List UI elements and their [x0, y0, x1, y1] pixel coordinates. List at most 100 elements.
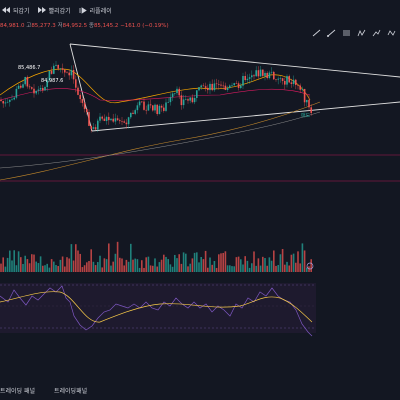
candle-body [187, 99, 189, 101]
candle-body [270, 71, 273, 73]
candle-body [42, 88, 44, 91]
trading-panel-tab-1[interactable]: 트레이딩 패널 [0, 386, 35, 395]
high-label: 고 [26, 23, 32, 29]
fib-icon[interactable] [372, 29, 381, 37]
candle-body [262, 69, 264, 76]
volume-bar [185, 253, 187, 272]
candle-body [143, 101, 145, 110]
candle-body [292, 79, 295, 84]
candle-body [235, 83, 238, 84]
volume-bar [132, 259, 134, 272]
candle-body [248, 77, 251, 79]
candle-body [244, 75, 246, 81]
volume-bar [31, 254, 33, 272]
candle-body [35, 90, 37, 94]
trading-panel-tab-2-label: 트레이딩패널 [54, 388, 88, 395]
candle-body [220, 84, 222, 86]
trendline-icon[interactable] [312, 29, 321, 37]
candle-body [127, 117, 130, 125]
volume-bar [275, 265, 277, 272]
rewind-button[interactable]: 되감기 [2, 6, 30, 15]
volume-bar [136, 259, 139, 272]
volume-bar [48, 267, 51, 272]
volume-bar [286, 261, 288, 272]
volume-bar [211, 264, 213, 272]
volume-bar [152, 265, 154, 272]
volume-bar [180, 263, 183, 272]
volume-bar [226, 265, 229, 272]
volume-bar [68, 258, 70, 272]
candle-body [136, 105, 139, 111]
candle-body [290, 82, 293, 84]
candle-body [66, 72, 68, 74]
volume-bar [204, 250, 207, 272]
volume-bar [288, 265, 290, 272]
horizontal-lines-icon[interactable] [342, 29, 351, 37]
candle-body [182, 99, 185, 106]
volume-bar [281, 249, 284, 272]
candle-body [121, 121, 123, 122]
candle-body [198, 87, 200, 91]
volume-bar [130, 243, 132, 272]
candle-body [266, 72, 268, 79]
volume-bar [196, 252, 198, 272]
replay-mode-button[interactable]: 리플레이 [79, 6, 112, 15]
volume-marker-icon[interactable] [306, 262, 314, 270]
volume-bar [20, 257, 22, 272]
candle-body [277, 78, 279, 80]
volume-bar [235, 257, 238, 272]
volume-bar [145, 257, 147, 272]
ohlc-legend: 84,981.0 고85,277.3 저84,952.5 종85,145.2 −… [0, 21, 169, 29]
candle-body [37, 89, 40, 91]
volume-bar [160, 259, 163, 272]
candle-body [231, 85, 233, 86]
volume-bar [279, 254, 282, 272]
trading-panel-tab-2[interactable]: 트레이딩패널 [54, 386, 87, 395]
volume-bar [262, 256, 264, 272]
volume-bar [86, 262, 88, 272]
candle-body [226, 87, 229, 90]
high-value: 85,277.3 [31, 23, 56, 29]
candle-body [310, 107, 312, 114]
volume-bar [202, 259, 205, 272]
candle-body [306, 99, 308, 103]
price-chart[interactable]: 85,486.7 84,987.6 매도 15 16 17 18 19 20 2… [0, 40, 400, 340]
volume-bar [55, 265, 57, 272]
candle-body [268, 72, 271, 79]
candle-body [86, 109, 88, 113]
volume-bar [240, 259, 242, 272]
candle-body [301, 88, 304, 90]
drawing-tools [312, 29, 396, 37]
volume-bar [284, 264, 286, 272]
volume-bar [224, 251, 227, 272]
volume-bar [64, 266, 66, 272]
volume-bar [174, 254, 176, 272]
bottom-panel-bar: 트레이딩 패널 트레이딩패널 [0, 372, 400, 400]
candle-body [97, 120, 99, 130]
candle-body [0, 100, 2, 102]
volume-bar [222, 252, 224, 272]
volume-bar [171, 266, 174, 272]
volume-bar [28, 263, 31, 272]
volume-bar [83, 265, 86, 272]
forward-button[interactable]: 빨리감기 [37, 6, 71, 15]
path-icon[interactable] [387, 29, 396, 37]
candle-body [44, 87, 46, 91]
volume-bar [167, 259, 169, 272]
volume-bar [178, 254, 180, 272]
volume-bar [101, 267, 103, 272]
ray-icon[interactable] [327, 29, 336, 37]
zigzag-icon[interactable] [357, 29, 366, 37]
candle-body [22, 84, 24, 88]
volume-bar [187, 266, 189, 272]
trading-panel-tab-1-label: 트레이딩 패널 [0, 388, 36, 395]
candle-body [191, 97, 194, 103]
volume-bar [259, 265, 262, 272]
candle-body [275, 79, 277, 80]
candle-body [174, 93, 176, 94]
candle-body [59, 68, 62, 69]
candle-body [48, 70, 51, 81]
volume-bar [189, 263, 191, 272]
volume-bar [119, 257, 121, 272]
candle-body [90, 125, 92, 129]
